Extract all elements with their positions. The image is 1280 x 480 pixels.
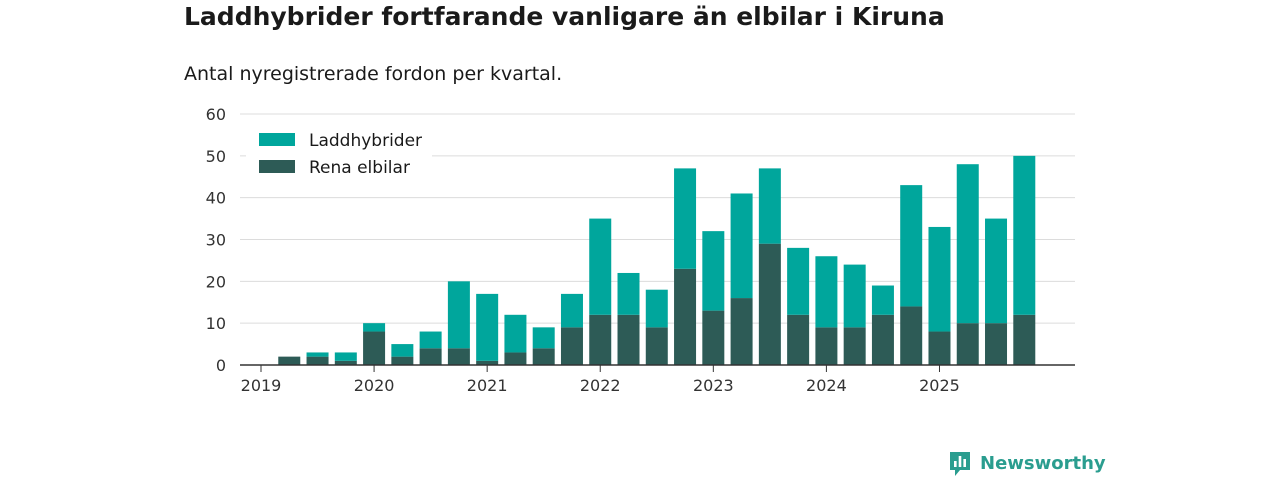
x-tick-label: 2019 xyxy=(241,376,282,395)
y-tick-label: 0 xyxy=(216,356,226,375)
bar-bev-2025-q4 xyxy=(1013,314,1036,365)
bar-bev-2025-q2 xyxy=(956,323,979,365)
bar-bev-2022-q4 xyxy=(674,268,697,365)
x-tick-label: 2021 xyxy=(467,376,508,395)
x-tick-label: 2020 xyxy=(354,376,395,395)
bar-bev-2022-q1 xyxy=(589,314,612,365)
legend: Laddhybrider Rena elbilar xyxy=(246,125,432,185)
bar-phev-2023-q4 xyxy=(787,247,810,315)
bar-phev-2021-q1 xyxy=(476,293,499,361)
bar-bev-2023-q1 xyxy=(702,310,725,365)
bar-phev-2025-q3 xyxy=(985,218,1008,324)
bar-phev-2020-q2 xyxy=(391,344,414,357)
bar-marks xyxy=(278,155,1036,365)
bar-phev-2019-q3 xyxy=(306,352,329,357)
bar-phev-2022-q2 xyxy=(617,272,640,315)
bar-bev-2020-q3 xyxy=(419,348,442,365)
bar-phev-2021-q4 xyxy=(560,293,583,328)
bar-phev-2024-q4 xyxy=(900,185,923,307)
bar-phev-2025-q1 xyxy=(928,226,951,332)
newsworthy-brand: Newsworthy xyxy=(948,450,1106,478)
bar-bev-2024-q1 xyxy=(815,327,838,365)
bar-bev-2024-q4 xyxy=(900,306,923,365)
bar-phev-2022-q3 xyxy=(645,289,668,328)
x-axis-ticks: 2019 2020 2021 2022 2023 2024 2025 xyxy=(241,365,960,395)
bar-bev-2023-q3 xyxy=(758,243,781,365)
bar-bev-2020-q2 xyxy=(391,356,414,365)
y-tick-label: 10 xyxy=(206,314,226,333)
bar-phev-2022-q4 xyxy=(674,168,697,269)
x-tick-label: 2025 xyxy=(919,376,960,395)
bar-phev-2024-q3 xyxy=(871,285,894,315)
bar-phev-2023-q3 xyxy=(758,168,781,244)
bar-phev-2025-q4 xyxy=(1013,155,1036,315)
bar-phev-2024-q2 xyxy=(843,264,866,328)
legend-label-phev: Laddhybrider xyxy=(309,131,422,151)
bar-bev-2024-q2 xyxy=(843,327,866,365)
bar-bev-2021-q3 xyxy=(532,348,555,365)
y-tick-label: 30 xyxy=(206,231,226,250)
bar-bev-2020-q4 xyxy=(447,348,470,365)
bar-phev-2019-q4 xyxy=(334,352,357,361)
bar-phev-2021-q3 xyxy=(532,327,555,349)
bar-phev-2020-q4 xyxy=(447,281,470,349)
bar-bev-2022-q2 xyxy=(617,314,640,365)
chart-subtitle: Antal nyregistrerade fordon per kvartal. xyxy=(184,63,563,85)
bar-phev-2023-q2 xyxy=(730,193,753,299)
bar-bev-2020-q1 xyxy=(363,331,386,365)
brand-name: Newsworthy xyxy=(980,453,1106,474)
bar-bev-2019-q2 xyxy=(278,356,301,365)
legend-swatch-bev xyxy=(259,160,295,173)
y-axis-tick-labels: 0 10 20 30 40 50 60 xyxy=(206,105,226,375)
y-tick-label: 40 xyxy=(206,189,226,208)
bar-bev-2021-q4 xyxy=(560,327,583,365)
bar-bev-2019-q3 xyxy=(306,356,329,365)
bar-phev-2024-q1 xyxy=(815,256,838,328)
x-tick-label: 2022 xyxy=(580,376,621,395)
bar-phev-2021-q2 xyxy=(504,314,527,353)
bar-bev-2023-q2 xyxy=(730,298,753,365)
bar-bev-2025-q1 xyxy=(928,331,951,365)
bar-phev-2020-q1 xyxy=(363,323,386,332)
newsworthy-logo-icon xyxy=(950,452,970,476)
bar-bev-2023-q4 xyxy=(787,314,810,365)
bar-bev-2021-q1 xyxy=(476,360,499,365)
bar-phev-2022-q1 xyxy=(589,218,612,315)
bar-bev-2022-q3 xyxy=(645,327,668,365)
chart-title: Laddhybrider fortfarande vanligare än el… xyxy=(184,2,945,31)
legend-swatch-phev xyxy=(259,133,295,146)
bar-phev-2025-q2 xyxy=(956,164,979,324)
bar-phev-2023-q1 xyxy=(702,231,725,311)
x-tick-label: 2024 xyxy=(806,376,847,395)
bar-bev-2025-q3 xyxy=(985,323,1008,365)
y-tick-label: 50 xyxy=(206,147,226,166)
bar-bev-2021-q2 xyxy=(504,352,527,365)
bar-bev-2024-q3 xyxy=(871,314,894,365)
legend-label-bev: Rena elbilar xyxy=(309,158,410,178)
x-tick-label: 2023 xyxy=(693,376,734,395)
bar-phev-2020-q3 xyxy=(419,331,442,349)
bar-bev-2019-q4 xyxy=(334,360,357,365)
y-tick-label: 20 xyxy=(206,272,226,291)
y-tick-label: 60 xyxy=(206,105,226,124)
